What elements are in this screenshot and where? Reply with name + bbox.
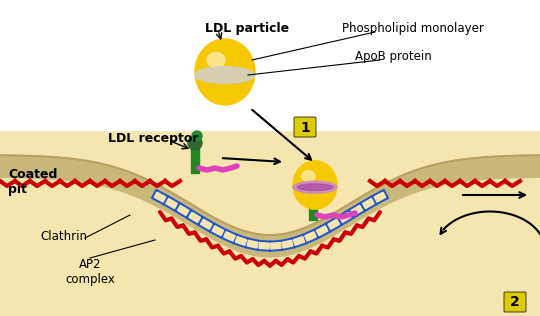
Bar [221,229,238,244]
Bar [166,198,177,209]
Ellipse shape [188,136,202,150]
Text: Clathrin: Clathrin [40,230,87,243]
Text: LDL particle: LDL particle [205,22,289,35]
Ellipse shape [293,181,337,193]
Text: LDL receptor: LDL receptor [108,132,199,145]
Bar [212,226,224,236]
FancyBboxPatch shape [504,292,526,312]
Bar [163,196,180,211]
Bar [200,219,212,229]
Ellipse shape [192,131,202,141]
Bar [351,205,363,216]
Bar [309,195,317,220]
Text: 1: 1 [300,120,310,135]
Ellipse shape [306,183,320,197]
Bar [186,210,203,225]
Bar [337,210,354,225]
Text: AP2
complex: AP2 complex [65,258,115,286]
Bar [291,234,307,248]
Bar [293,237,305,245]
Bar [360,196,377,211]
Bar [191,148,199,173]
FancyBboxPatch shape [294,117,316,137]
Bar [314,223,330,238]
Bar [282,240,293,248]
Bar [302,229,319,244]
Bar [280,238,295,250]
Bar [235,237,247,245]
Bar [340,212,351,222]
Text: Coated
pit: Coated pit [8,168,57,196]
Bar [268,240,283,251]
Ellipse shape [195,39,255,105]
Bar [174,203,192,218]
Bar [189,212,200,222]
Ellipse shape [293,161,337,209]
Bar [305,232,316,241]
Bar [316,226,328,236]
Bar [247,240,258,248]
Bar [245,238,260,250]
Ellipse shape [310,178,320,188]
Text: 2: 2 [510,295,520,309]
Ellipse shape [302,171,315,182]
Bar [271,243,281,249]
Ellipse shape [207,52,225,68]
Ellipse shape [195,67,255,83]
Bar [177,205,189,216]
Bar [372,190,388,205]
Bar [152,190,168,205]
Bar [224,232,235,241]
Bar [348,203,366,218]
Bar [233,234,249,248]
Ellipse shape [298,184,333,191]
Bar [363,198,374,209]
Bar [325,216,342,232]
Text: Phospholipid monolayer: Phospholipid monolayer [342,22,484,35]
Bar [0,0,540,130]
Bar [328,219,340,229]
Bar [198,216,215,232]
Bar [374,192,386,202]
Bar [257,240,272,251]
Bar [154,192,166,202]
Polygon shape [0,177,540,316]
Text: ApoB protein: ApoB protein [355,50,432,63]
Bar [259,243,269,249]
Polygon shape [0,155,540,257]
Bar [210,223,226,238]
